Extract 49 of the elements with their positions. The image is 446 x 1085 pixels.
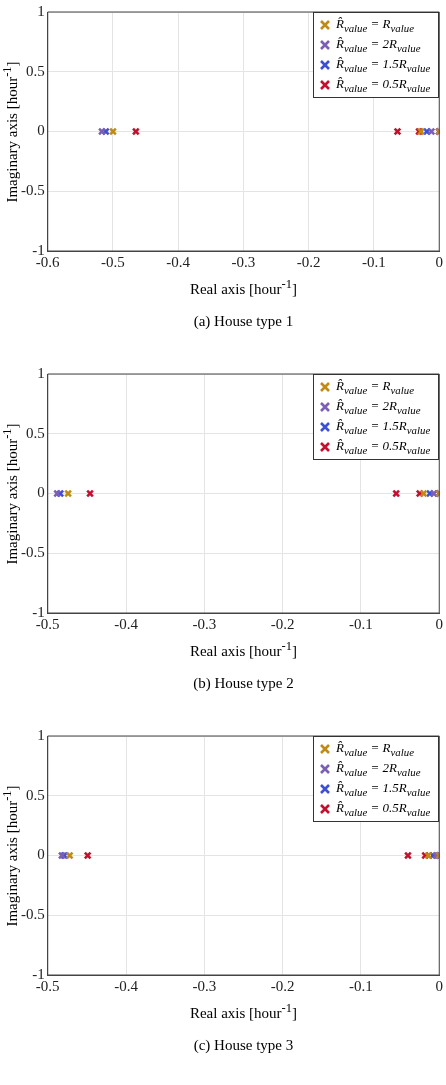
x-tick-label: -0.1 (349, 977, 373, 994)
x-tick-label: -0.1 (349, 615, 373, 632)
x-tick-label: 0 (435, 253, 443, 270)
y-tick-label: 0.5 (26, 424, 45, 441)
x-tick-label: -0.3 (192, 977, 217, 994)
x-tick-label: -0.4 (114, 615, 139, 632)
legend-label: R̂$_{value}$ = 1.5R$_{value}$ (335, 418, 431, 436)
legend-label: R̂$_{value}$ = 1.5R$_{value}$ (335, 56, 431, 74)
y-tick-label: 1 (37, 2, 45, 19)
text: (b) House type 2 (193, 675, 294, 692)
legend-label: R̂$_{value}$ = 2R$_{value}$ (335, 760, 421, 778)
y-tick-label: 0 (37, 846, 45, 863)
text: (c) House type 3 (193, 1037, 294, 1054)
y-tick-label: 0 (37, 484, 45, 501)
x-tick-label: -0.3 (231, 253, 256, 270)
legend-label: R̂$_{value}$ = 1.5R$_{value}$ (335, 780, 431, 798)
x-tick-label: -0.5 (101, 253, 125, 270)
x-tick-label: -0.3 (192, 615, 217, 632)
y-tick-label: 0.5 (26, 786, 45, 803)
y-tick-label: -1 (32, 241, 45, 258)
legend-label: R̂$_{value}$ = R$_{value}$ (335, 16, 414, 34)
legend-label: R̂$_{value}$ = 0.5R$_{value}$ (335, 438, 431, 456)
x-tick-label: -0.4 (166, 253, 191, 270)
x-tick-label: -0.4 (114, 977, 139, 994)
x-tick-label: 0 (435, 977, 443, 994)
legend-label: R̂$_{value}$ = R$_{value}$ (335, 378, 414, 396)
y-tick-label: -0.5 (21, 906, 45, 923)
y-tick-label: -0.5 (21, 182, 45, 199)
y-tick-label: -1 (32, 965, 45, 982)
x-tick-label: -0.1 (362, 253, 386, 270)
x-tick-label: -0.2 (270, 615, 295, 632)
x-tick-label: -0.2 (296, 253, 321, 270)
y-tick-label: 0 (37, 122, 45, 139)
x-axis-title: Real axis [hour$^{-1}$] (189, 277, 298, 298)
x-tick-label: 0 (435, 615, 443, 632)
y-tick-label: 0.5 (26, 62, 45, 79)
legend-label: R̂$_{value}$ = 0.5R$_{value}$ (335, 800, 431, 818)
y-tick-label: -0.5 (21, 544, 45, 561)
x-axis-title: Real axis [hour$^{-1}$] (189, 639, 298, 660)
legend-label: R̂$_{value}$ = 2R$_{value}$ (335, 36, 421, 54)
y-tick-label: 1 (37, 726, 45, 743)
legend-label: R̂$_{value}$ = 0.5R$_{value}$ (335, 76, 431, 94)
x-axis-title: Real axis [hour$^{-1}$] (189, 1001, 298, 1022)
legend-label: R̂$_{value}$ = R$_{value}$ (335, 740, 414, 758)
legend-label: R̂$_{value}$ = 2R$_{value}$ (335, 398, 421, 416)
y-tick-label: -1 (32, 603, 45, 620)
y-tick-label: 1 (37, 364, 45, 381)
text: (a) House type 1 (193, 313, 294, 330)
x-tick-label: -0.2 (270, 977, 295, 994)
